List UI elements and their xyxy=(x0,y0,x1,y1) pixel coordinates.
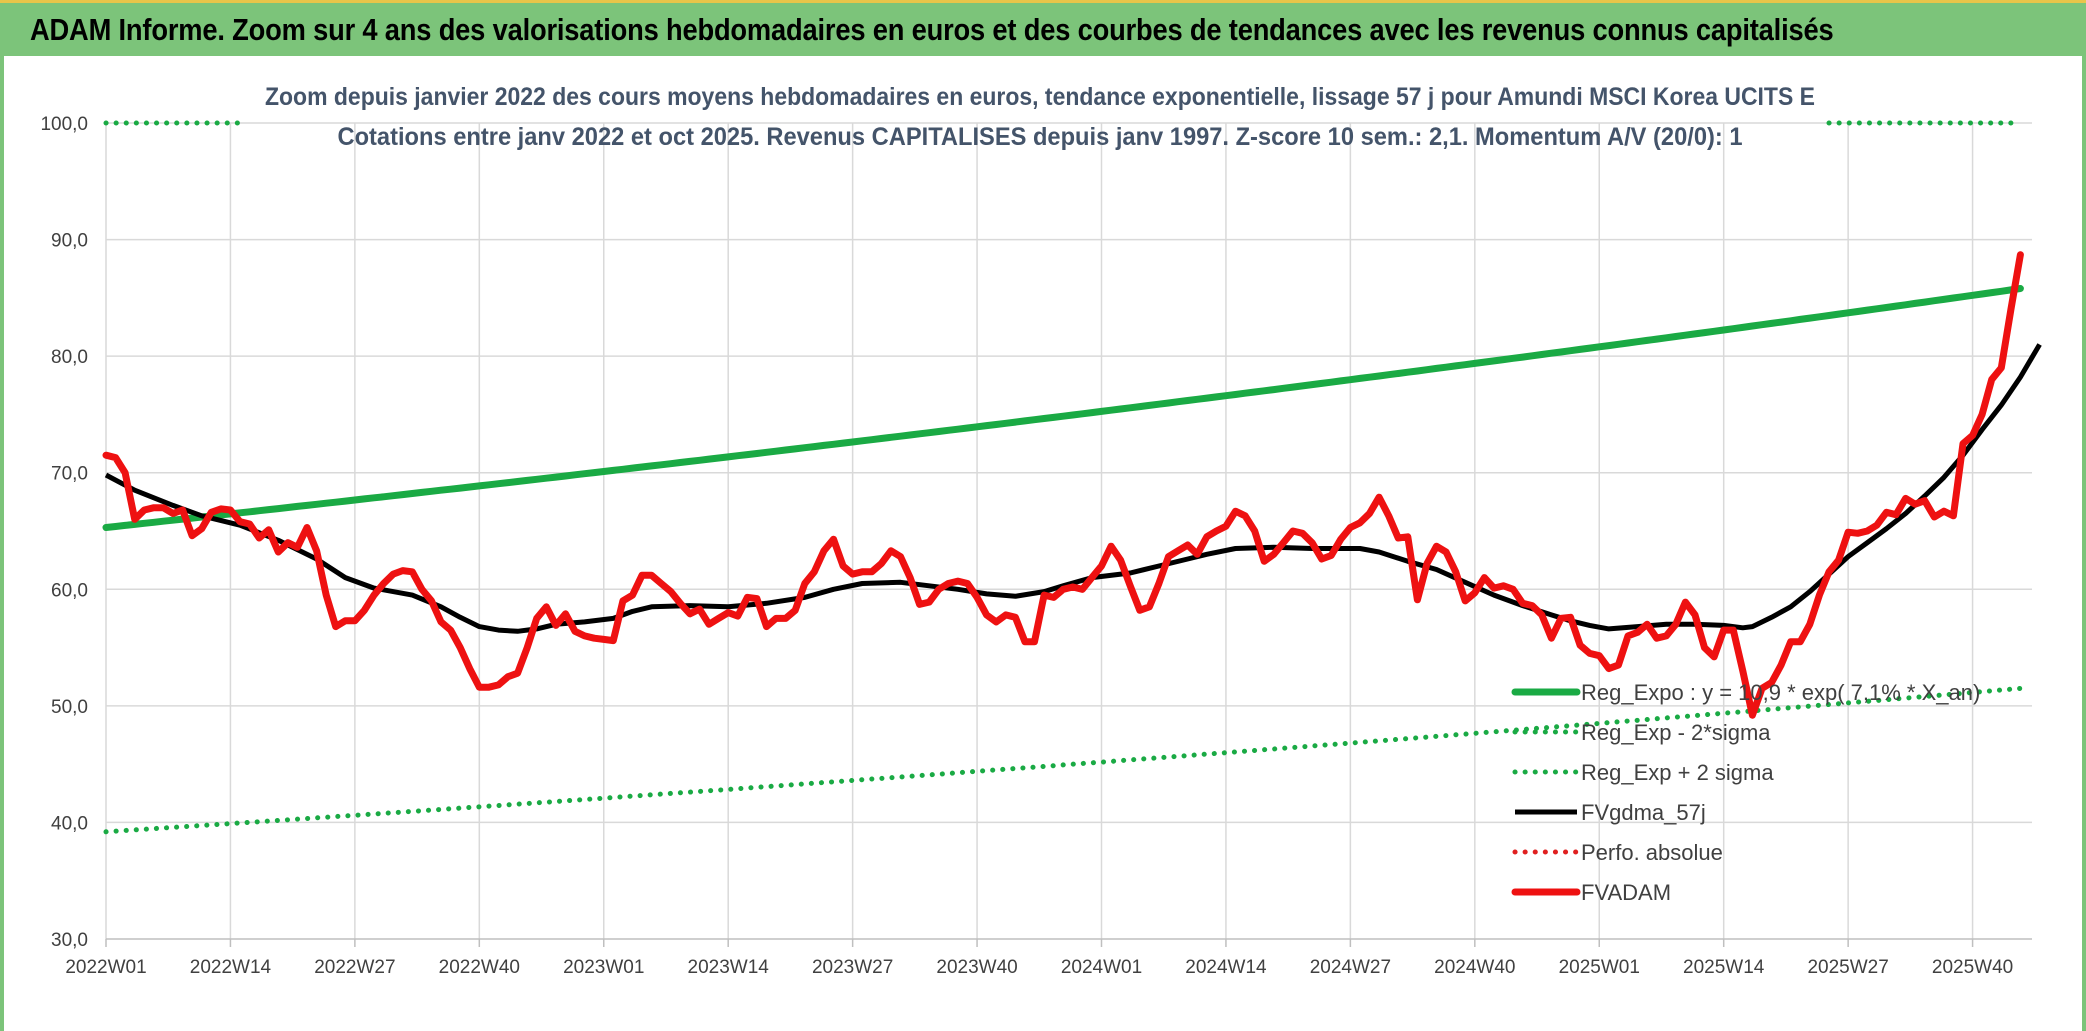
chart-subtitle: Cotations entre janv 2022 et oct 2025. R… xyxy=(338,123,1743,151)
y-tick-label: 40,0 xyxy=(51,813,88,834)
grid xyxy=(105,122,2032,939)
x-tick-label: 2025W01 xyxy=(1559,957,1640,978)
legend-label: FVADAM xyxy=(1581,880,1671,905)
series-line-3 xyxy=(104,343,2042,634)
x-tick-label: 2025W40 xyxy=(1932,957,2013,978)
legend: Reg_Expo : y = 10,9 * exp( 7,1% * X_an) R… xyxy=(1511,680,1980,905)
x-tick-label: 2023W40 xyxy=(936,957,1017,978)
series-line-5 xyxy=(102,251,2024,719)
x-tick-label: 2024W40 xyxy=(1434,957,1515,978)
x-tick-label: 2023W27 xyxy=(812,957,893,978)
legend-label: Perfo. absolue xyxy=(1581,840,1723,865)
frame-right-edge xyxy=(2082,56,2086,1031)
y-tick-label: 100,0 xyxy=(40,114,88,135)
x-tick-label: 2024W14 xyxy=(1185,957,1267,978)
series-layer xyxy=(102,120,2042,835)
x-tick-label: 2022W40 xyxy=(439,957,520,978)
y-tick-label: 80,0 xyxy=(51,347,88,368)
legend-label: Reg_Exp - 2*sigma xyxy=(1581,720,1771,745)
legend-label: FVgdma_57j xyxy=(1581,800,1706,825)
series-line-0 xyxy=(102,285,2024,531)
x-axis: 2022W01 2022W14 2022W27 2022W40 2023W01 2023W… xyxy=(65,939,2013,978)
x-tick-label: 2024W27 xyxy=(1310,957,1391,978)
banner: ADAM Informe. Zoom sur 4 ans des valoris… xyxy=(0,0,2086,56)
x-tick-label: 2024W01 xyxy=(1061,957,1142,978)
x-tick-label: 2022W27 xyxy=(314,957,395,978)
x-tick-label: 2023W14 xyxy=(688,957,770,978)
x-tick-label: 2025W14 xyxy=(1683,957,1765,978)
chart-title: Zoom depuis janvier 2022 des cours moyen… xyxy=(265,83,1815,111)
y-tick-label: 70,0 xyxy=(51,464,88,485)
y-tick-label: 90,0 xyxy=(51,231,88,252)
banner-title: ADAM Informe. Zoom sur 4 ans des valoris… xyxy=(30,12,1834,47)
y-tick-label: 30,0 xyxy=(51,930,88,951)
x-tick-label: 2022W14 xyxy=(190,957,272,978)
frame-left-edge xyxy=(0,56,4,1031)
chart-area: 30,0 40,0 50,0 60,0 70,0 80,0 90,0 100,0 2022W0… xyxy=(40,83,2042,978)
x-tick-label: 2025W27 xyxy=(1807,957,1888,978)
y-tick-label: 60,0 xyxy=(51,580,88,601)
x-tick-label: 2023W01 xyxy=(563,957,644,978)
legend-label: Reg_Exp + 2 sigma xyxy=(1581,760,1774,785)
x-tick-label: 2022W01 xyxy=(65,957,146,978)
y-tick-label: 50,0 xyxy=(51,697,88,718)
y-axis: 30,0 40,0 50,0 60,0 70,0 80,0 90,0 100,0 xyxy=(40,114,88,951)
series-line-1 xyxy=(103,685,2023,835)
legend-label: Reg_Expo : y = 10,9 * exp( 7,1% * X_an) xyxy=(1581,680,1980,705)
